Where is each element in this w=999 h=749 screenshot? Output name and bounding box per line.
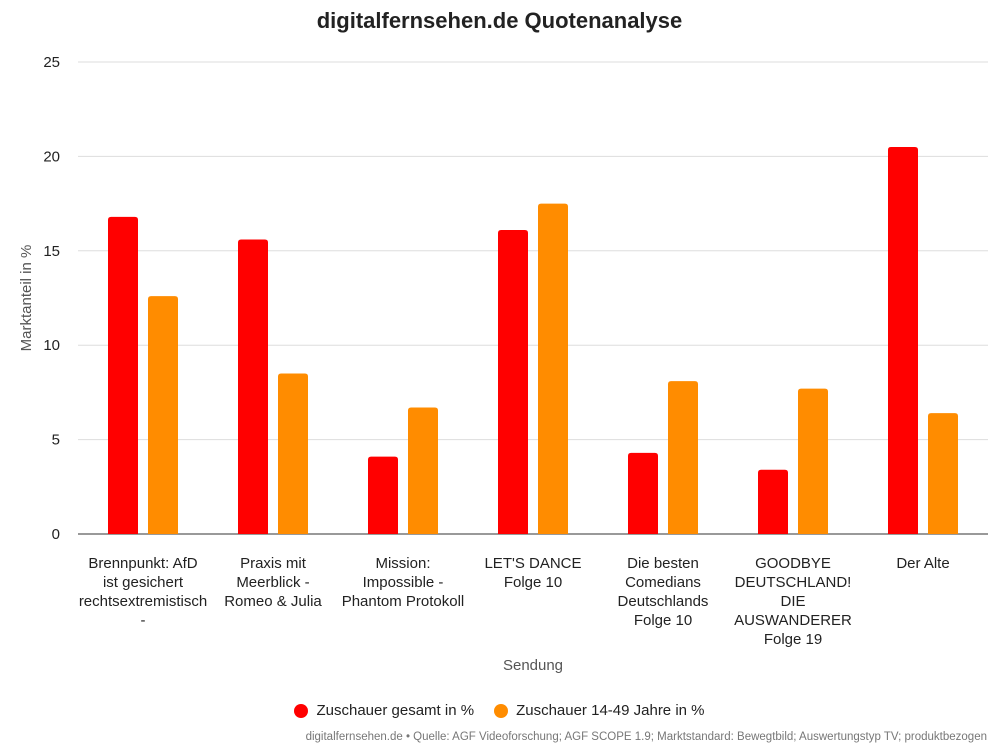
x-tick-label: Folge 10 — [504, 574, 562, 591]
x-tick-label: Deutschlands — [618, 593, 709, 610]
source-note: digitalfernsehen.de • Quelle: AGF Videof… — [305, 731, 987, 743]
x-tick-label: - — [141, 612, 146, 629]
x-tick-label: Mission: — [375, 555, 430, 572]
legend: Zuschauer gesamt in % Zuschauer 14-49 Jah… — [0, 702, 999, 719]
chart-title: digitalfernsehen.de Quotenanalyse — [316, 8, 683, 33]
x-tick-label: Folge 10 — [634, 612, 692, 629]
x-tick-label: Praxis mit — [240, 555, 307, 572]
bar-gesamt — [888, 146, 918, 534]
bar-14-49 — [148, 296, 178, 534]
y-tick-label: 20 — [43, 148, 60, 165]
x-tick-label: Brennpunkt: AfD — [88, 555, 197, 572]
bar-14-49 — [798, 388, 828, 534]
x-tick-label: ist gesichert — [103, 574, 184, 591]
y-tick-label: 15 — [43, 243, 60, 260]
bar-gesamt — [238, 239, 268, 535]
bar-gesamt — [758, 469, 788, 534]
bar-gesamt — [368, 456, 398, 534]
x-tick-label: GOODBYE — [755, 555, 831, 572]
y-tick-label: 0 — [52, 526, 60, 543]
bar-gesamt — [108, 216, 138, 535]
y-tick-label: 25 — [43, 54, 60, 71]
bar-14-49 — [928, 413, 958, 534]
x-tick-label: Die besten — [627, 555, 699, 572]
bar-14-49 — [538, 203, 568, 534]
bar-14-49 — [668, 381, 698, 534]
x-tick-label: LET'S DANCE — [484, 555, 581, 572]
y-tick-label: 5 — [52, 432, 60, 449]
bar-14-49 — [278, 373, 308, 534]
bar-14-49 — [408, 407, 438, 534]
legend-item: Zuschauer gesamt in % — [294, 702, 474, 719]
y-axis-title: Marktanteil in % — [18, 245, 35, 352]
x-tick-label: Impossible - — [363, 574, 444, 591]
legend-label: Zuschauer 14-49 Jahre in % — [516, 702, 705, 719]
x-tick-label: Romeo & Julia — [224, 593, 322, 610]
x-tick-label: Meerblick - — [236, 574, 309, 591]
x-tick-label: Comedians — [625, 574, 701, 591]
x-tick-label: Folge 19 — [764, 631, 822, 648]
legend-marker — [494, 703, 509, 718]
legend-label: Zuschauer gesamt in % — [316, 702, 475, 719]
x-tick-label: Der Alte — [896, 555, 949, 572]
x-tick-label: AUSWANDERER — [734, 612, 852, 629]
x-tick-label: DEUTSCHLAND! — [735, 574, 852, 591]
bar-gesamt — [628, 452, 658, 534]
legend-marker — [294, 703, 309, 718]
x-tick-label: DIE — [780, 593, 805, 610]
bar-gesamt — [498, 230, 528, 535]
x-tick-label: Phantom Protokoll — [342, 593, 465, 610]
y-tick-label: 10 — [43, 337, 60, 354]
x-tick-label: rechtsextremistisch — [79, 593, 207, 610]
x-axis-title: Sendung — [503, 657, 563, 674]
legend-item: Zuschauer 14-49 Jahre in % — [494, 702, 705, 719]
